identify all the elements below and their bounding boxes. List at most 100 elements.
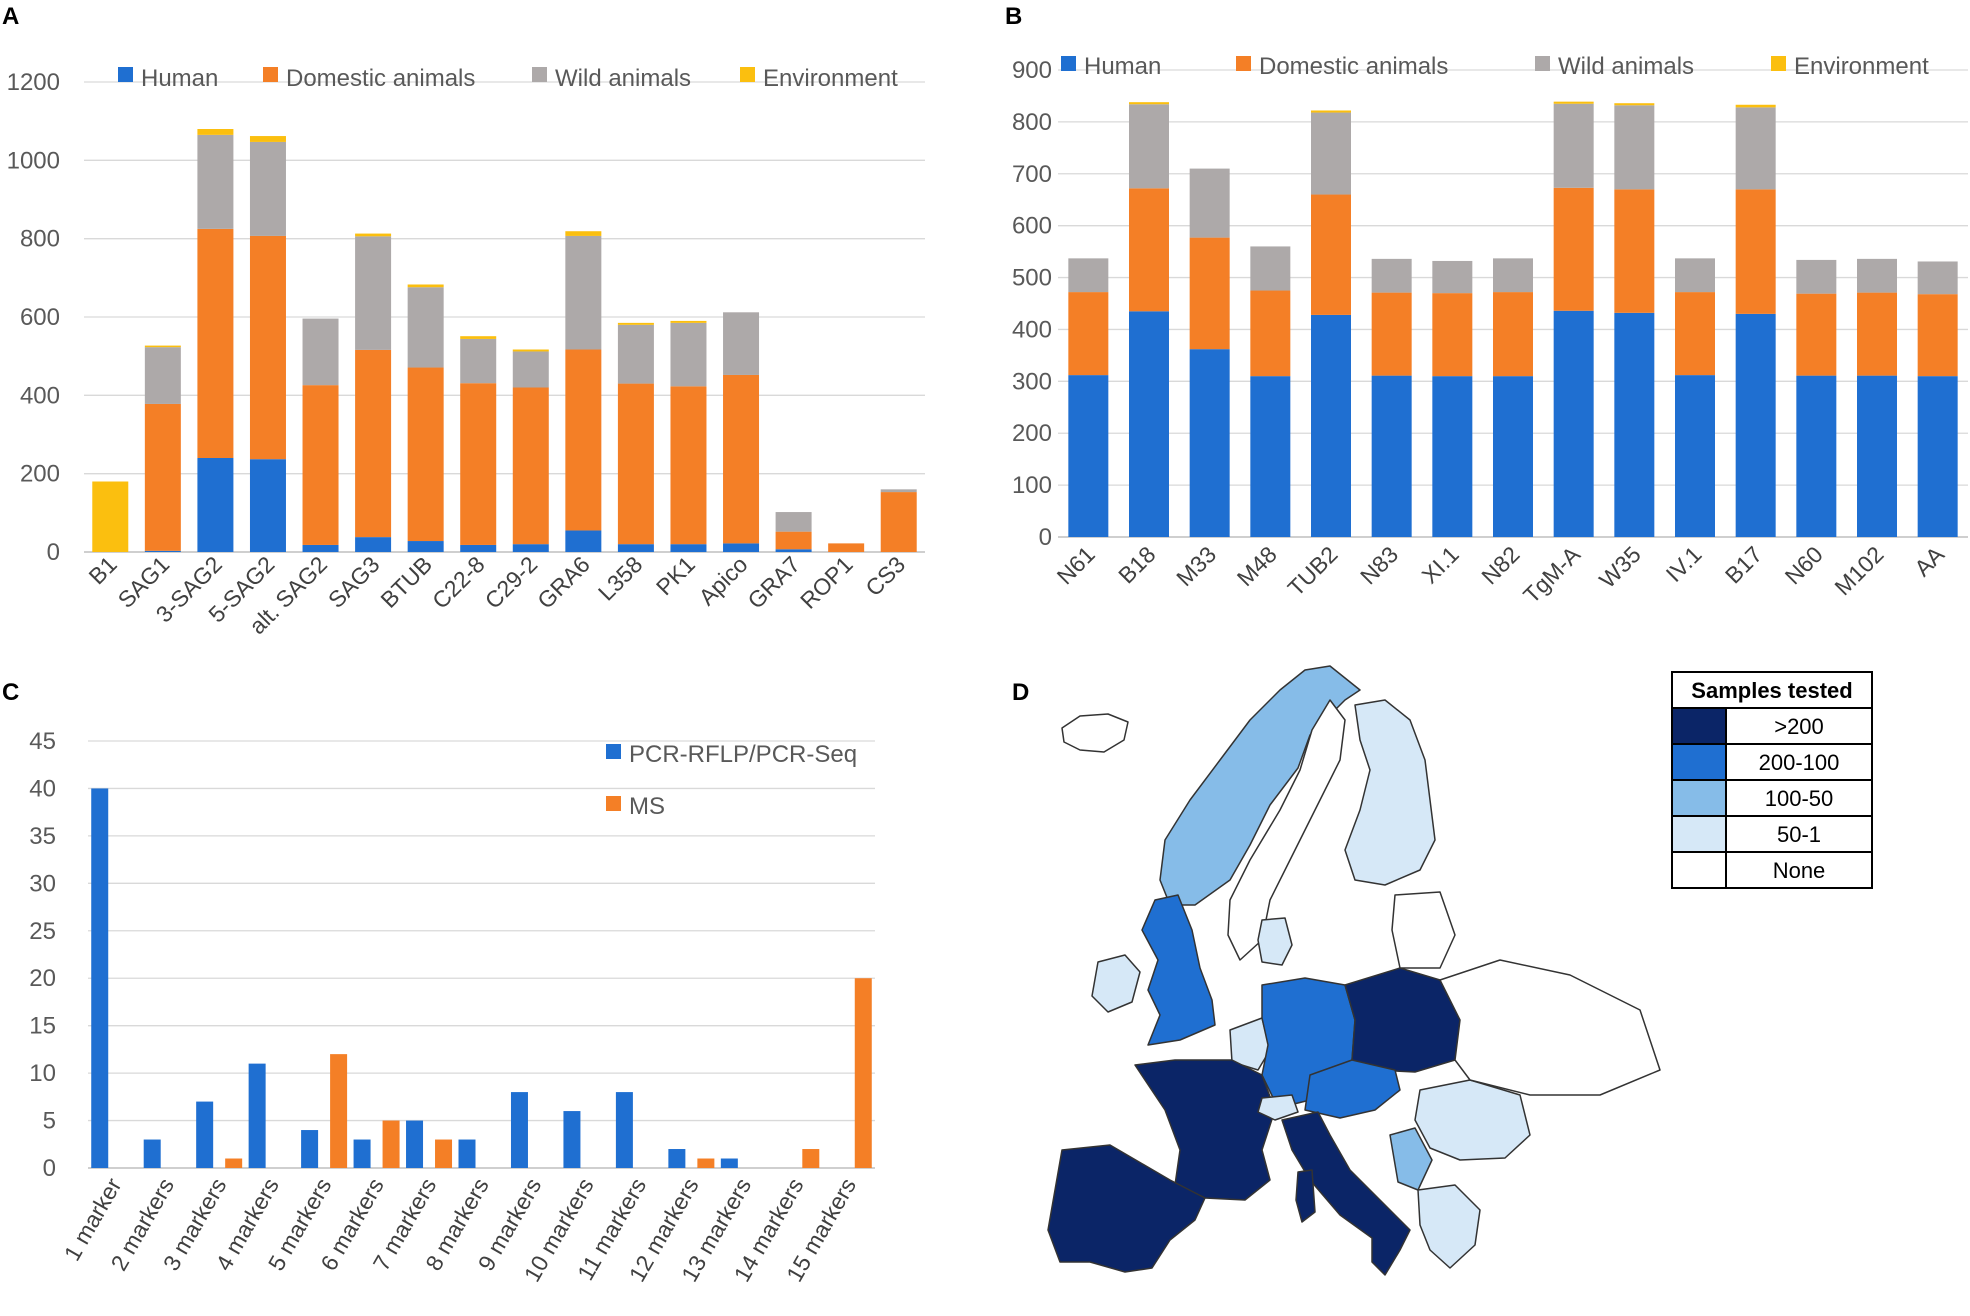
chart-b-bar-b17-domestic [1735, 189, 1776, 314]
legend-c-swatch-ms [606, 796, 621, 811]
chart-a-bar-c29-2-domestic [512, 387, 549, 545]
chart-a-xtick-c29-2: C29-2 [480, 551, 543, 614]
chart-b-bar-iv-1-domestic [1675, 292, 1715, 376]
map-legend-swatch-none [1671, 851, 1727, 889]
chart-c-bar-3-markers-pcr [196, 1101, 214, 1168]
chart-b-bar-tub2-domestic [1311, 194, 1351, 315]
chart-c-ytick: 15 [29, 1013, 56, 1040]
chart-a-bar-b1-environment [92, 481, 129, 552]
chart-b-bar-tgm-a-wild [1553, 103, 1594, 188]
chart-a-bar-pk1-wild [670, 322, 707, 387]
legend-c-pcr: PCR-RFLP/PCR-Seq [629, 741, 857, 768]
legend-a-human: Human [141, 65, 218, 92]
map-legend-swatch-100-50 [1671, 779, 1727, 817]
map-legend-50-1: 50-1 [1777, 822, 1821, 847]
chart-b-bar-b17-environment [1735, 104, 1776, 108]
chart-b-bar-tub2-wild [1311, 112, 1351, 195]
chart-c-bar-3-markers-ms [225, 1158, 243, 1168]
panel-label-c: C [2, 679, 19, 706]
chart-a-bar-l358-human [617, 544, 654, 552]
legend-c: PCR-RFLP/PCR-Seq MS [606, 741, 857, 820]
chart-c-ytick: 20 [29, 965, 56, 992]
map-balkans [1417, 1184, 1481, 1269]
chart-b-bar-n83-human [1371, 375, 1412, 537]
chart-a-xtick-pk1: PK1 [651, 551, 700, 600]
chart-b-bar-aa-domestic [1917, 294, 1958, 377]
chart-c-ytick: 5 [43, 1108, 56, 1135]
chart-a-bar-sag1-environment [144, 345, 181, 348]
map-benelux [1229, 1017, 1271, 1071]
chart-a-xtick-rop1: ROP1 [795, 551, 858, 614]
chart-b-bar-n82-domestic [1493, 292, 1533, 377]
chart-a-xtick-c22-8: C22-8 [427, 551, 490, 614]
legend-a-environment: Environment [763, 65, 898, 92]
chart-b-bar-w35-wild [1614, 105, 1655, 190]
chart-b-bar-tub2-environment [1311, 110, 1351, 113]
chart-a: 020040060080010001200B1SAG13-SAG25-SAG2a… [7, 69, 925, 639]
chart-b-bar-m102-human [1857, 375, 1897, 537]
chart-b-xtick-tgm-a: TgM-A [1518, 541, 1586, 609]
chart-c-bar-7-markers-ms [435, 1139, 453, 1168]
map-poland [1344, 967, 1461, 1073]
chart-b-ytick: 0 [1039, 524, 1052, 551]
chart-b-ytick: 400 [1012, 316, 1052, 343]
chart-b-xtick-m102: M102 [1829, 541, 1888, 600]
chart-a-bar-btub-environment [407, 284, 444, 288]
legend-b-environment: Environment [1794, 53, 1929, 80]
chart-a-bar-3-sag2-domestic [197, 228, 234, 458]
legend-b-swatch-domestic [1236, 56, 1251, 71]
chart-a-bar-l358-environment [617, 322, 654, 325]
chart-a-bar-c29-2-environment [512, 349, 549, 352]
chart-a-bar-pk1-environment [670, 320, 707, 323]
legend-b: Human Domestic animals Wild animals Envi… [1061, 53, 1929, 80]
chart-b-bar-n60-wild [1796, 259, 1837, 294]
chart-c-ytick: 10 [29, 1060, 56, 1087]
chart-a-bar-alt-sag2-wild [302, 318, 339, 386]
chart-a-bar-alt-sag2-human [302, 544, 339, 552]
chart-a-xtick-apico: Apico [693, 551, 752, 610]
chart-c-bar-5-markers-pcr [301, 1130, 319, 1168]
chart-b-xtick-xi-1: XI.1 [1417, 541, 1464, 588]
chart-a-ytick: 1200 [7, 69, 60, 96]
chart-a-bar-c29-2-human [512, 544, 549, 552]
chart-b-bar-m33-human [1189, 349, 1230, 537]
chart-b-bar-b18-environment [1129, 102, 1169, 105]
chart-a-bar-5-sag2-environment [249, 136, 286, 142]
chart-a-bar-btub-domestic [407, 367, 444, 542]
chart-b-bar-aa-wild [1917, 261, 1958, 295]
panel-label-d: D [1012, 679, 1029, 706]
chart-b-ytick: 600 [1012, 213, 1052, 240]
chart-b-bar-m102-domestic [1857, 292, 1897, 376]
map-legend-cell-none [1725, 851, 1873, 889]
map-finland [1344, 699, 1436, 886]
chart-c-bar-14-markers-ms [802, 1149, 820, 1168]
chart-b-bar-xi-1-human [1432, 376, 1473, 537]
chart-b-bar-m33-domestic [1189, 237, 1230, 350]
map-legend-swatch-200-100 [1671, 743, 1727, 781]
chart-a-ytick: 400 [20, 382, 60, 409]
chart-a-bar-sag1-domestic [144, 403, 181, 551]
chart-a-bar-sag1-human [144, 550, 181, 552]
chart-b-xtick-n61: N61 [1052, 541, 1100, 589]
chart-b-bar-tgm-a-environment [1553, 101, 1594, 104]
chart-b-xtick-tub2: TUB2 [1283, 541, 1343, 601]
map-legend: Samples tested >200 200-100 100-50 50-1 … [1671, 671, 1873, 889]
map-sardinia [1295, 1169, 1316, 1223]
legend-a-swatch-environment [740, 67, 755, 82]
legend-b-swatch-wild [1535, 56, 1550, 71]
map-iceland [1061, 713, 1129, 753]
chart-a-xtick-gra7: GRA7 [742, 551, 805, 614]
chart-c-bar-12-markers-ms [697, 1158, 715, 1168]
chart-c-bar-8-markers-pcr [458, 1139, 476, 1168]
chart-b-xtick-w35: W35 [1594, 541, 1646, 593]
map-switzerland [1257, 1094, 1299, 1121]
chart-a-xtick-btub: BTUB [375, 551, 437, 613]
chart-c-ytick: 40 [29, 775, 56, 802]
chart-a-bar-gra7-human [775, 549, 812, 552]
chart-b-bar-xi-1-wild [1432, 260, 1473, 294]
chart-c-bar-7-markers-pcr [406, 1120, 424, 1168]
chart-c-bar-6-markers-ms [382, 1120, 400, 1168]
chart-a-bar-3-sag2-environment [197, 129, 234, 135]
